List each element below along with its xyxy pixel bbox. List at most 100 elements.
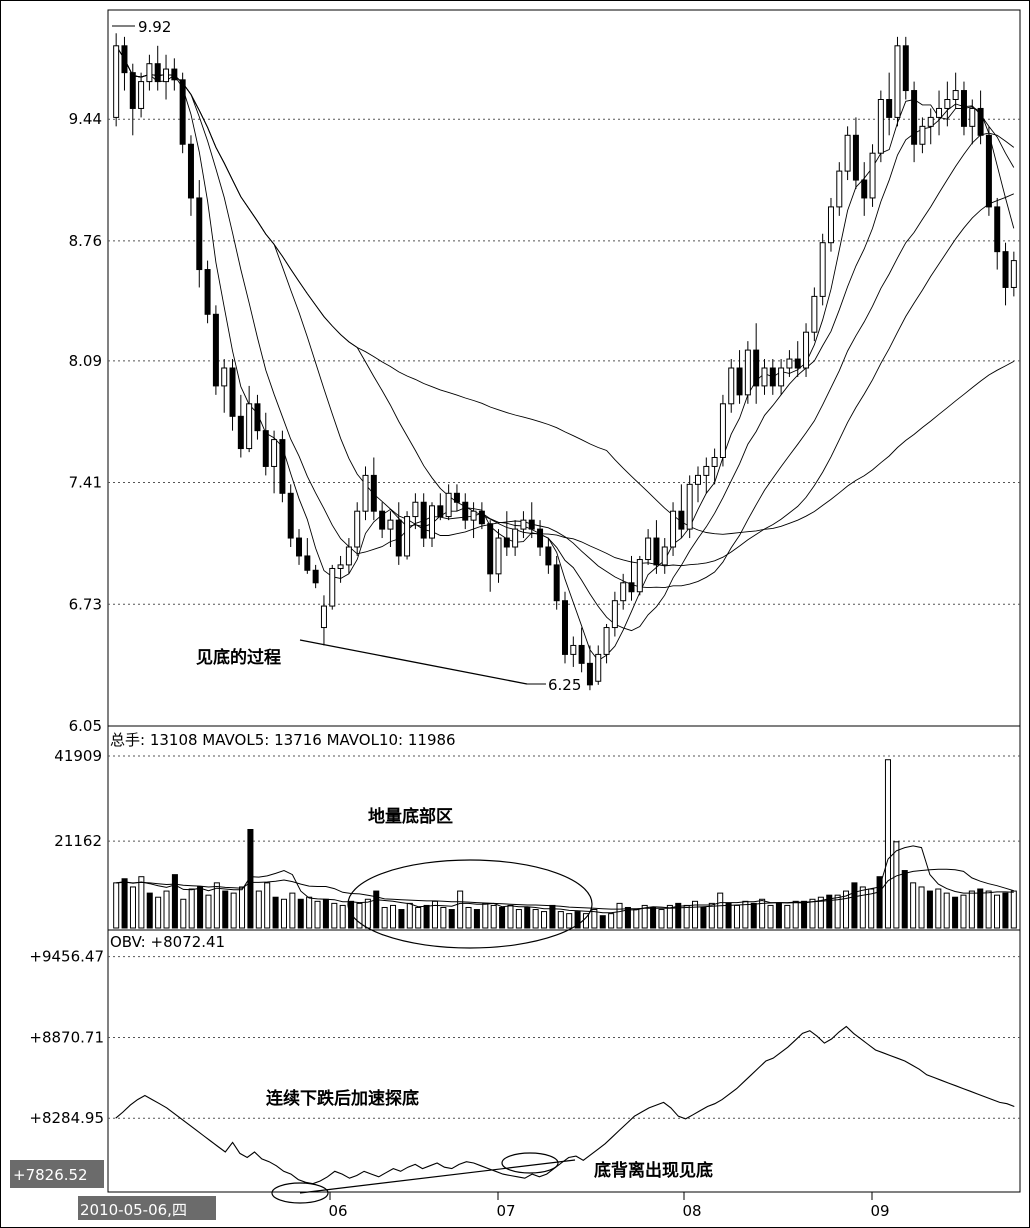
candle-down-body [861,179,868,199]
volume-bar [817,896,824,929]
volume-tick-label: 21162 [54,832,102,850]
volume-bar [314,900,321,929]
volume-bar [532,909,539,929]
volume-bar [272,896,279,929]
volume-bar [641,904,648,929]
candle-down-body [287,492,294,539]
candle-up-body [495,537,502,575]
volume-bar [918,886,925,929]
volume-bar [666,904,673,929]
volume-bar [733,904,740,929]
candle-up-body [836,170,843,208]
volume-bar [775,902,782,929]
volume-bar [415,906,422,929]
candle-down-body [545,546,552,566]
volume-bar [985,890,992,929]
candle-down-body [911,90,918,145]
candle-up-body [803,331,810,369]
volume-bar [247,829,254,929]
obv-line [115,1025,1015,1185]
candle-up-body [221,367,228,387]
candle-up-body [337,564,344,569]
candle-down-body [487,523,494,575]
candle-down-body [154,63,161,83]
volume-bar [473,909,480,929]
candle-down-body [304,555,311,571]
volume-bar [935,888,942,929]
low-volume-ellipse [347,859,593,949]
candle-down-body [1002,251,1009,288]
candlesticks [113,33,1017,691]
candle-up-body [728,367,735,405]
candle-up-body [603,627,610,655]
volume-bar [658,909,665,929]
ma-60-line [115,45,1015,535]
candle-down-body [121,45,128,74]
candle-down-body [553,564,560,602]
candle-up-body [670,510,677,548]
candle-down-body [379,510,386,530]
month-label: 08 [682,1202,701,1220]
volume-bar [322,898,329,929]
candle-up-body [869,152,876,199]
candle-up-body [445,492,452,518]
candle-up-body [819,242,826,297]
volume-bar [994,894,1001,929]
candle-up-body [362,474,369,512]
x-axis-labels: 06 07 08 09 [328,1192,890,1220]
volume-bar [490,904,497,929]
volume-bar [146,892,153,929]
volume-bar [843,890,850,929]
obv-tick-label: +9456.47 [29,948,104,966]
volume-bars [113,759,1017,929]
bottom-divergence-annotation: 底背离出现见底 [594,1160,713,1181]
price-tick-label: 8.76 [69,232,102,250]
volume-bar [155,896,162,929]
volume-bar [633,909,640,929]
volume-bar [624,906,631,929]
volume-bar [356,902,363,929]
candle-down-body [420,501,427,539]
candle-up-body [412,501,419,518]
price-tick-label: 7.41 [69,474,102,492]
volume-bar [759,898,766,929]
volume-bar [121,878,128,929]
candle-up-body [786,358,793,369]
candle-up-body [246,403,253,450]
volume-bar [767,904,774,929]
candle-up-body [703,465,710,476]
candle-up-body [329,567,336,607]
mavol5-line [116,845,1014,914]
low-volume-annotation: 地量底部区 [368,806,453,827]
volume-bar [1010,890,1017,929]
candle-down-body [462,501,469,521]
high-marker-label: 9.92 [138,18,171,36]
candle-up-body [320,605,327,629]
volume-bar [205,894,212,929]
candle-down-body [653,537,660,566]
volume-bar [331,902,338,929]
candle-down-body [902,45,909,92]
candle-up-body [686,483,693,530]
candle-down-body [578,644,585,664]
candle-up-body [844,134,851,172]
candle-down-body [129,72,136,109]
volume-bar [171,874,178,929]
obv-low-ellipse-1 [271,1182,329,1204]
candle-down-body [769,367,776,387]
candle-down-body [370,474,377,512]
candle-down-body [279,439,286,494]
volume-bar [239,886,246,929]
candle-down-body [852,134,859,181]
volume-bar [398,909,405,929]
volume-bar [255,890,262,929]
volume-bar [507,904,514,929]
candle-up-body [944,99,951,109]
price-tick-label: 8.09 [69,352,102,370]
volume-bar [230,892,237,929]
candle-down-body [994,206,1001,253]
candle-up-body [761,367,768,387]
volume-bar [591,909,598,929]
candle-down-body [171,68,178,81]
volume-bar [1002,892,1009,929]
